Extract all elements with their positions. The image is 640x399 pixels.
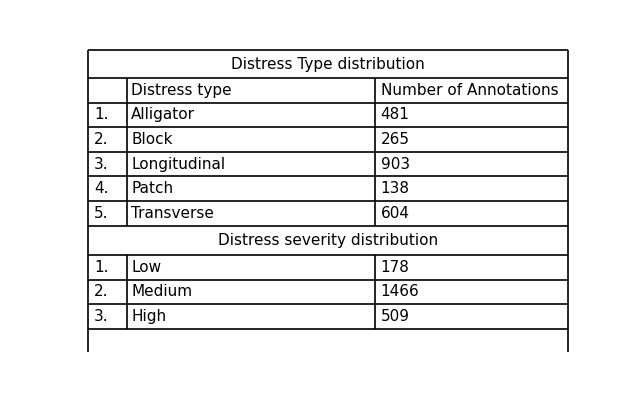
Text: 3.: 3. — [94, 157, 109, 172]
Text: High: High — [131, 309, 166, 324]
Text: Medium: Medium — [131, 284, 192, 300]
Text: 138: 138 — [381, 181, 410, 196]
Text: Distress severity distribution: Distress severity distribution — [218, 233, 438, 248]
Text: 903: 903 — [381, 157, 410, 172]
Text: 1.: 1. — [94, 260, 108, 275]
Text: 1466: 1466 — [381, 284, 419, 300]
Text: Longitudinal: Longitudinal — [131, 157, 225, 172]
Text: Alligator: Alligator — [131, 107, 195, 122]
Text: 178: 178 — [381, 260, 410, 275]
Text: 2.: 2. — [94, 284, 108, 300]
Text: Distress Type distribution: Distress Type distribution — [231, 57, 425, 71]
Text: Patch: Patch — [131, 181, 173, 196]
Text: Distress type: Distress type — [131, 83, 232, 98]
Text: 604: 604 — [381, 206, 410, 221]
Text: 4.: 4. — [94, 181, 108, 196]
Text: Transverse: Transverse — [131, 206, 214, 221]
Text: 481: 481 — [381, 107, 410, 122]
Text: 5.: 5. — [94, 206, 108, 221]
Text: 2.: 2. — [94, 132, 108, 147]
Text: 265: 265 — [381, 132, 410, 147]
Text: 3.: 3. — [94, 309, 109, 324]
Text: 1.: 1. — [94, 107, 108, 122]
Text: Number of Annotations: Number of Annotations — [381, 83, 558, 98]
Text: Low: Low — [131, 260, 161, 275]
Text: Block: Block — [131, 132, 173, 147]
Text: 509: 509 — [381, 309, 410, 324]
